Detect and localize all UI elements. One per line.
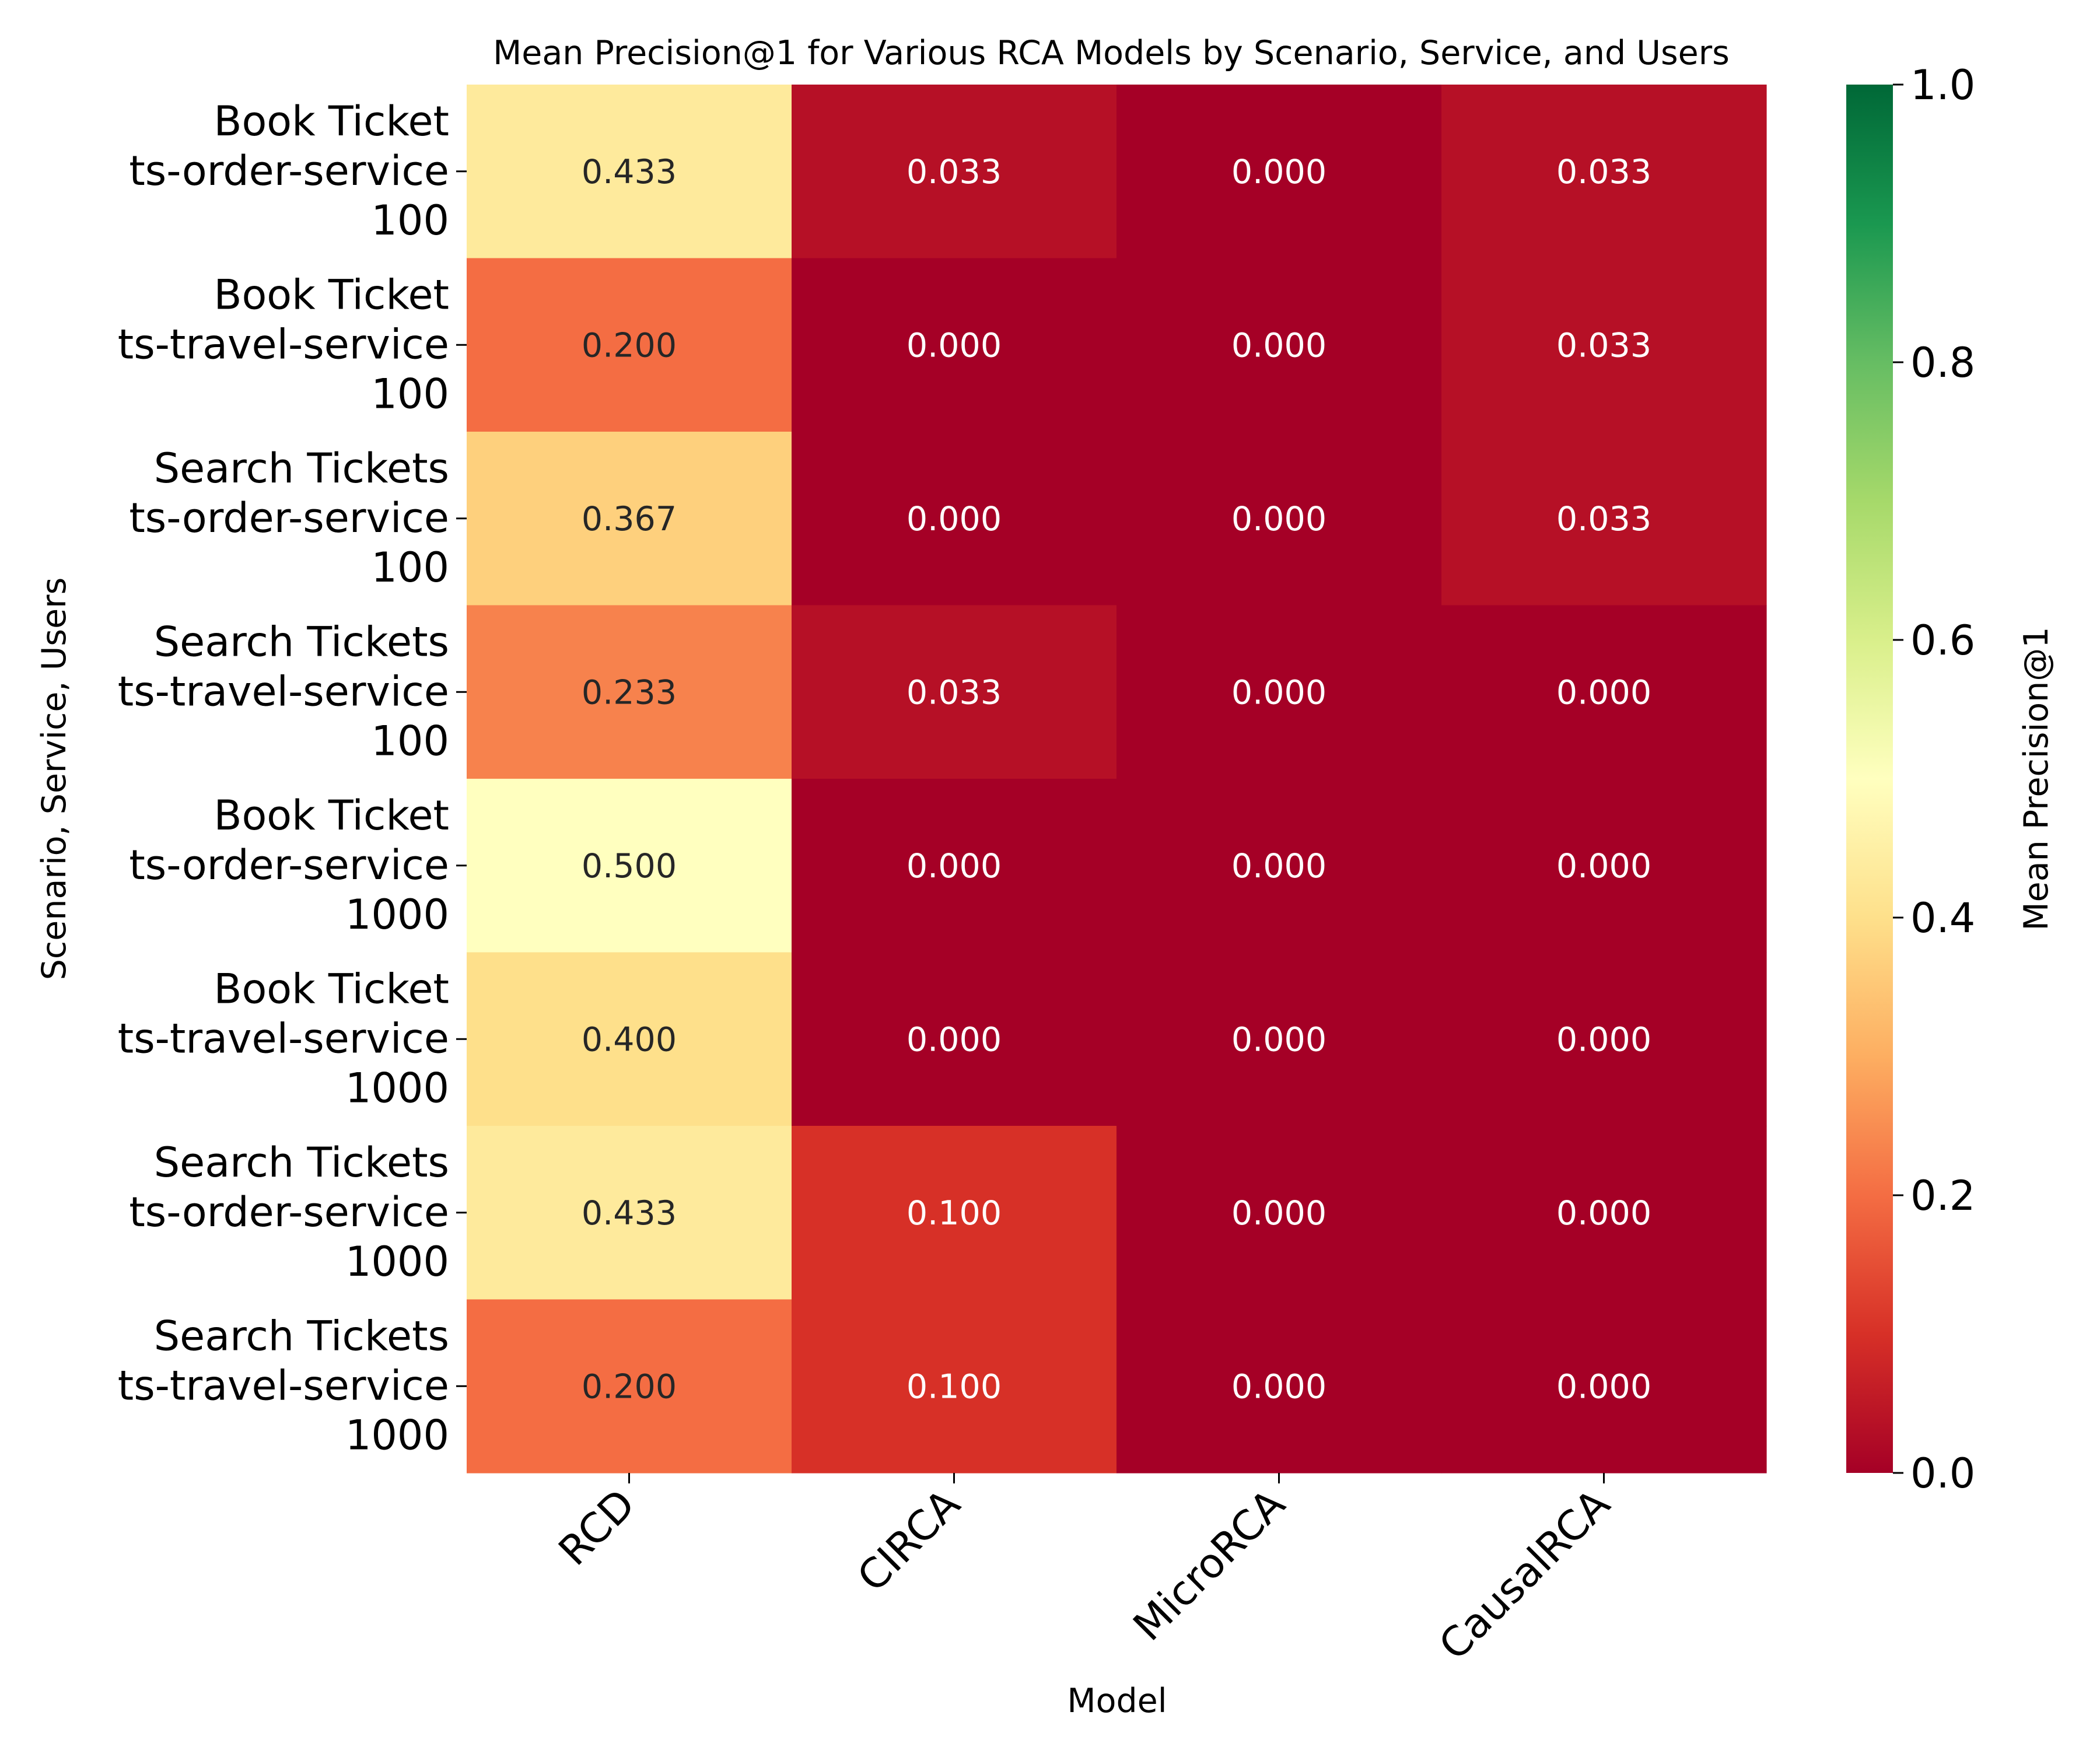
cell-value-label: 0.033 (1556, 500, 1651, 538)
cell-value-label: 0.000 (1556, 673, 1651, 712)
heatmap-cell (1441, 258, 1767, 432)
heatmap-cell (467, 605, 792, 779)
cell-value-label: 0.000 (1231, 847, 1326, 886)
cell-value-label: 0.000 (1231, 1367, 1326, 1406)
cell-value-label: 0.000 (907, 500, 1002, 538)
colorbar-tick-label: 0.6 (1910, 617, 1975, 664)
heatmap-cell (467, 258, 792, 432)
heatmap-cell (1116, 605, 1442, 779)
heatmap-cells (467, 85, 1767, 1474)
colorbar-label: Mean Precision@1 (2017, 626, 2056, 930)
colorbar-gradient (1846, 85, 1893, 1473)
colorbar: 0.0 0.2 0.4 0.6 0.8 1.0 Mean Precision@1 (1846, 61, 2056, 1497)
x-axis-label: Model (1067, 1682, 1167, 1720)
heatmap-cell (1441, 432, 1767, 606)
heatmap-cell (792, 432, 1117, 606)
cell-value-label: 0.400 (582, 1020, 677, 1059)
heatmap-cell (1116, 85, 1442, 259)
heatmap-cell (1441, 779, 1767, 953)
cell-value-label: 0.433 (582, 1194, 677, 1233)
y-tick-label: Book Ticket ts-travel-service 100 (118, 271, 449, 418)
y-tick-label: Search Tickets ts-travel-service 1000 (118, 1312, 449, 1459)
colorbar-tick-label: 1.0 (1910, 61, 1975, 109)
cell-value-label: 0.000 (907, 847, 1002, 886)
heatmap-cell (792, 85, 1117, 259)
cell-value-label: 0.033 (907, 153, 1002, 191)
cell-value-label: 0.000 (1231, 673, 1326, 712)
colorbar-tick-label: 0.4 (1910, 894, 1975, 942)
heatmap-cell (1116, 952, 1442, 1126)
heatmap-cell (1441, 605, 1767, 779)
heatmap-cell (1116, 1299, 1442, 1474)
heatmap-cell (467, 1299, 792, 1474)
cell-value-label: 0.033 (1556, 326, 1651, 365)
heatmap-cell (792, 258, 1117, 432)
heatmap-cell (1116, 779, 1442, 953)
x-tick-label: CausalRCA (1430, 1480, 1619, 1670)
y-tick-label: Search Tickets ts-order-service 1000 (129, 1139, 449, 1286)
x-tick-label: CIRCA (848, 1480, 970, 1601)
y-tick-label: Book Ticket ts-order-service 1000 (129, 792, 449, 939)
heatmap-cell (467, 952, 792, 1126)
cell-value-label: 0.000 (907, 1020, 1002, 1059)
cell-value-label: 0.233 (582, 673, 677, 712)
cell-value-label: 0.500 (582, 847, 677, 886)
heatmap-cell (1116, 258, 1442, 432)
cell-value-label: 0.000 (1231, 500, 1326, 538)
heatmap-cell (467, 1126, 792, 1300)
cell-annotations: 0.433 0.033 0.000 0.033 0.200 0.000 0.000 0.033… (582, 153, 1651, 1406)
heatmap-cell (792, 605, 1117, 779)
cell-value-label: 0.000 (1231, 153, 1326, 191)
cell-value-label: 0.433 (582, 153, 677, 191)
cell-value-label: 0.033 (1556, 153, 1651, 191)
cell-value-label: 0.100 (907, 1194, 1002, 1233)
heatmap-cell (1441, 952, 1767, 1126)
heatmap-cell (1441, 85, 1767, 259)
heatmap-cell (792, 1299, 1117, 1474)
heatmap-cell (1441, 1299, 1767, 1474)
heatmap-cell (467, 779, 792, 953)
heatmap-cell (1116, 432, 1442, 606)
cell-value-label: 0.033 (907, 673, 1002, 712)
cell-value-label: 0.000 (1556, 1020, 1651, 1059)
cell-value-label: 0.000 (1231, 1194, 1326, 1233)
x-axis: RCD CIRCA MicroRCA CausalRCA (550, 1473, 1619, 1670)
cell-value-label: 0.200 (582, 1367, 677, 1406)
x-tick-label: MicroRCA (1124, 1480, 1294, 1650)
heatmap-cell (1441, 1126, 1767, 1300)
heatmap-cell (792, 1126, 1117, 1300)
heatmap-cell (467, 432, 792, 606)
colorbar-tick-label: 0.2 (1910, 1172, 1975, 1220)
chart-title: Mean Precision@1 for Various RCA Models … (493, 34, 1730, 72)
cell-value-label: 0.100 (907, 1367, 1002, 1406)
y-tick-label: Book Ticket ts-travel-service 1000 (118, 965, 449, 1112)
heatmap-cell (792, 779, 1117, 953)
cell-value-label: 0.000 (1556, 1194, 1651, 1233)
colorbar-ticks: 0.0 0.2 0.4 0.6 0.8 1.0 (1893, 61, 1975, 1497)
x-tick-label: RCD (550, 1480, 645, 1575)
y-tick-label: Search Tickets ts-order-service 100 (129, 444, 449, 592)
y-axis: Book Ticket ts-order-service 100 Book Ticke… (118, 97, 467, 1459)
y-axis-label: Scenario, Service, Users (35, 578, 74, 981)
cell-value-label: 0.367 (582, 500, 677, 538)
cell-value-label: 0.000 (1231, 326, 1326, 365)
heatmap-cell (1116, 1126, 1442, 1300)
colorbar-tick-label: 0.0 (1910, 1450, 1975, 1497)
cell-value-label: 0.200 (582, 326, 677, 365)
cell-value-label: 0.000 (1556, 847, 1651, 886)
cell-value-label: 0.000 (1231, 1020, 1326, 1059)
y-tick-label: Book Ticket ts-order-service 100 (129, 97, 449, 244)
y-tick-label: Search Tickets ts-travel-service 100 (118, 618, 449, 765)
heatmap-cell (792, 952, 1117, 1126)
cell-value-label: 0.000 (907, 326, 1002, 365)
heatmap-cell (467, 85, 792, 259)
colorbar-tick-label: 0.8 (1910, 339, 1975, 387)
cell-value-label: 0.000 (1556, 1367, 1651, 1406)
